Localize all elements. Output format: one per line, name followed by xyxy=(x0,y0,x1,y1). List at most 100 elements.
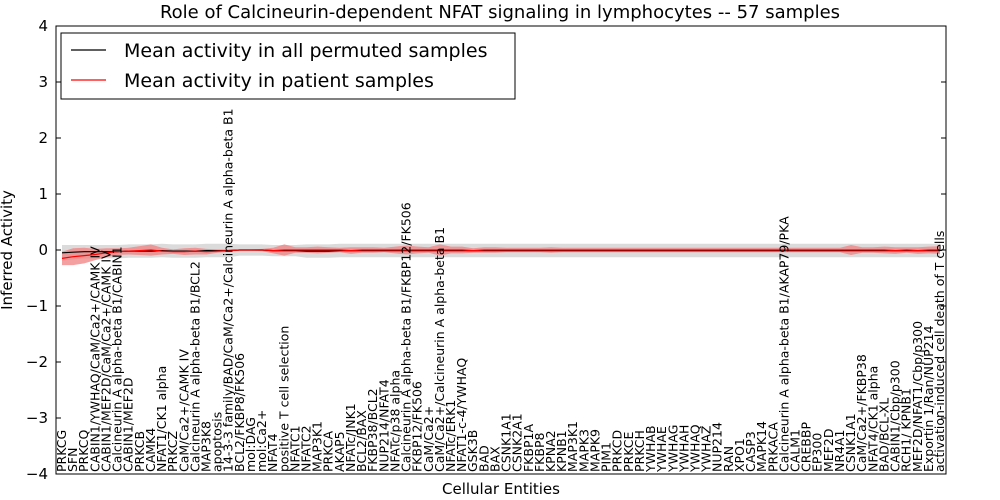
x-category-label: Calcineurin A alpha-beta B1/FKBP12/FK506 xyxy=(399,202,414,472)
x-category-label: NFATc/ERK1 xyxy=(443,400,458,472)
x-category-label: CALM1 xyxy=(788,429,803,472)
chart-title: Role of Calcineurin-dependent NFAT signa… xyxy=(160,2,840,23)
x-category-label: NFATc/JNK1 xyxy=(343,403,358,472)
x-category-label: PRKCG xyxy=(54,430,69,472)
x-category-label: XPO1 xyxy=(732,438,747,472)
x-category-label: CASP3 xyxy=(743,431,758,472)
x-category-label: MEF2D xyxy=(821,429,836,472)
x-category-label: YWHAQ xyxy=(687,424,702,473)
x-axis-title: Cellular Entities xyxy=(442,480,560,498)
y-tick-label: −3 xyxy=(26,409,48,427)
x-category-label: NFAT1/CK1 alpha xyxy=(154,366,169,472)
x-category-label: EP300 xyxy=(810,433,825,472)
x-category-label: PRKCH xyxy=(632,430,647,472)
x-category-label: NFAT1-c-4/YWHAQ xyxy=(454,358,469,472)
x-category-label: GSK3B xyxy=(465,430,480,472)
x-category-label: BAX xyxy=(487,446,502,472)
x-category-label: NFATC1 xyxy=(287,425,302,472)
x-category-label: CSNK1A1 xyxy=(499,413,514,472)
x-category-label: MAP3K8 xyxy=(198,421,213,472)
x-category-label: CABIN1/Cbp/p300 xyxy=(888,360,903,472)
x-category-label: PRKCE xyxy=(621,432,636,472)
y-tick-label: −2 xyxy=(26,353,48,371)
x-category-label: CaM/Ca2+/CAMK IV xyxy=(176,349,191,472)
x-category-label: KPNA2 xyxy=(543,430,558,472)
x-category-label: FKBP8 xyxy=(532,432,547,472)
x-category-label: BAD xyxy=(476,445,491,472)
x-category-label: MAPK9 xyxy=(587,429,602,472)
x-category-label: mol:DAG xyxy=(243,417,258,472)
x-category-label: CaM/Ca2+/Calcineurin A alpha-beta B1 xyxy=(432,227,447,472)
x-category-label: mol:Ca2+ xyxy=(254,410,269,472)
x-category-label: Calcineurin A alpha-beta B1/CABIN1 xyxy=(110,246,125,472)
plot-area-frame xyxy=(55,25,947,475)
x-category-label: NUP214/NFAT4 xyxy=(376,379,391,472)
series-line-patient xyxy=(61,249,940,259)
category-labels: PRKCGSFNPRKCQCABIN1/YWHAQ/CaM/Ca2+/CAMK … xyxy=(54,108,947,473)
legend: Mean activity in all permuted samples Me… xyxy=(60,32,516,100)
x-category-label: MAPK3 xyxy=(576,429,591,472)
x-category-label: PRKCD xyxy=(610,430,625,472)
x-category-label: YWHAH xyxy=(676,425,691,473)
x-category-label: CAMK4 xyxy=(143,428,158,472)
x-category-label: Calcineurin A alpha-beta B1/BCL2 xyxy=(187,261,202,472)
y-tick-label: 1 xyxy=(38,185,48,203)
x-category-label: NUP214 xyxy=(710,422,725,472)
x-category-label: activation-induced cell death of T cells xyxy=(932,231,947,472)
x-category-label: CABIN1/YWHAQ/CaM/Ca2+/CAMK IV xyxy=(87,246,102,472)
x-category-label: AKAP5 xyxy=(332,431,347,472)
x-category-label: NFAT4/CK1 alpha xyxy=(865,366,880,472)
x-category-label: Exportin 1/Ran/NUP214 xyxy=(921,325,936,472)
x-category-label: FKBP1A xyxy=(521,424,536,472)
x-category-label: BCL2/FKBP8/FK506 xyxy=(232,353,247,472)
x-category-label: 14-3-3 family/BAD/CaM/Ca2+/Calcineurin A… xyxy=(221,108,236,472)
x-category-label: YWHAZ xyxy=(699,425,714,473)
x-category-label: CaM/Ca2+/FKBP38 xyxy=(854,354,869,472)
x-category-label: MAP3K1 xyxy=(310,421,325,472)
legend-label-permuted: Mean activity in all permuted samples xyxy=(124,40,487,62)
x-category-label: CSNK2A1 xyxy=(510,413,525,472)
x-category-label: CSNK1A1 xyxy=(843,413,858,472)
y-tick-label: −4 xyxy=(26,465,48,483)
x-category-label: NFATc/p38 alpha xyxy=(387,370,402,472)
x-category-label: NFAT4 xyxy=(265,433,280,472)
x-category-label: CABIN1/MEF2D/CaM/Ca2+/CAMK IV xyxy=(98,250,113,472)
x-category-label: PRKCB xyxy=(132,431,147,472)
x-category-label: MAPK14 xyxy=(754,421,769,472)
x-category-label: apoptosis xyxy=(210,412,225,472)
x-category-label: YWHAG xyxy=(665,425,680,473)
x-category-label: Calcineurin A alpha-beta B1/AKAP79/PKA xyxy=(776,216,791,472)
x-category-label: PRKACA xyxy=(765,422,780,472)
x-category-label: MAP3K1 xyxy=(565,421,580,472)
x-category-label: FKBP12/FK506 xyxy=(410,381,425,472)
x-category-label: YWHAB xyxy=(643,425,658,473)
x-category-label: FKBP38/BCL2 xyxy=(365,388,380,472)
x-category-label: MEF2D/NFAT1/Cbp/p300 xyxy=(910,321,925,472)
legend-label-patient: Mean activity in patient samples xyxy=(124,70,434,92)
x-category-label: BAD/BCL-XL xyxy=(876,398,891,472)
x-category-label: NFATC2 xyxy=(299,425,314,472)
x-category-label: positive T cell selection xyxy=(276,326,291,472)
x-category-label: NR4A1 xyxy=(832,430,847,473)
x-category-label: CABIN1/MEF2D xyxy=(121,377,136,472)
y-tick-label: 4 xyxy=(38,17,48,35)
x-category-label: KPNB1 xyxy=(554,430,569,472)
y-tick-label: 2 xyxy=(38,129,48,147)
y-axis-title: Inferred Activity xyxy=(0,190,16,310)
x-category-label: RAN xyxy=(721,446,736,472)
x-category-label: RCH1/ KPNB1 xyxy=(899,388,914,472)
x-category-label: CREBBP xyxy=(799,422,814,472)
y-axis-ticks: 4 3 2 1 0 −1 −2 −3 −4 xyxy=(26,17,946,483)
y-tick-label: 0 xyxy=(38,241,48,259)
legend-box xyxy=(60,32,516,100)
y-tick-label: 3 xyxy=(38,73,48,91)
x-category-label: PRKCQ xyxy=(76,430,91,472)
x-category-label: PRKCA xyxy=(321,431,336,472)
series-lines xyxy=(61,249,940,259)
x-category-label: PRKCZ xyxy=(165,431,180,472)
x-category-label: YWHAE xyxy=(654,426,669,473)
x-category-label: PIM1 xyxy=(599,442,614,472)
x-category-label: SFN xyxy=(65,448,80,472)
x-category-label: CaM/Ca2+ xyxy=(421,406,436,472)
